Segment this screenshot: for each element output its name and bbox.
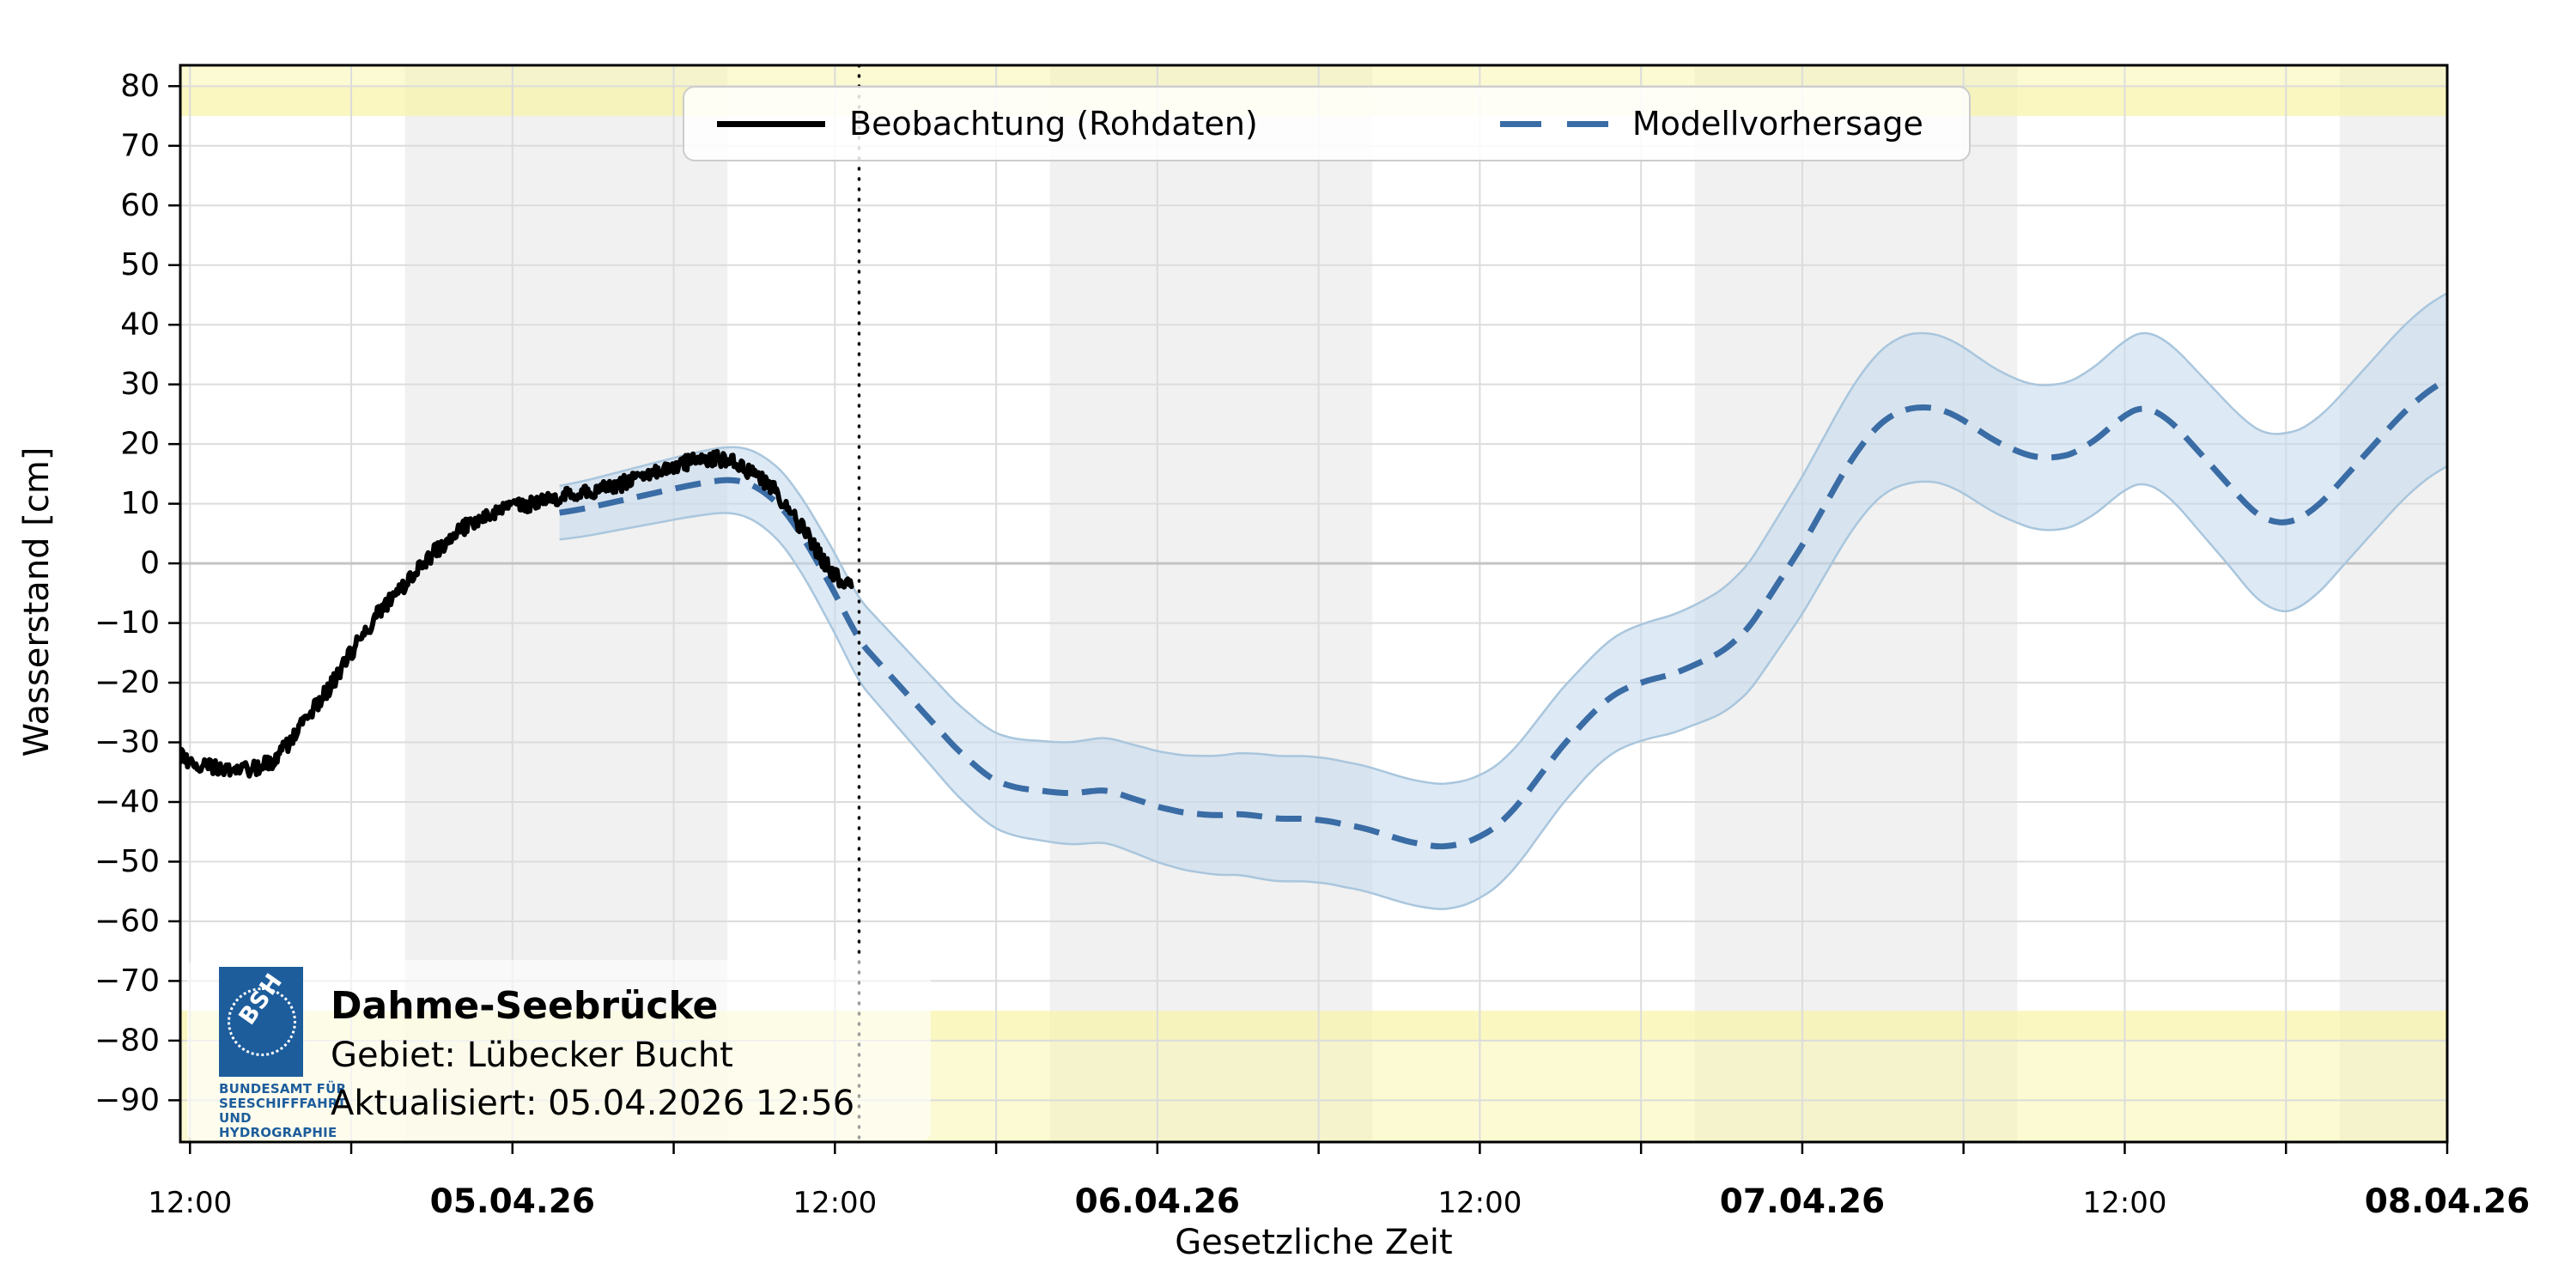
forecast-uncertainty-band [559,292,2447,910]
station-updated: Aktualisiert: 05.04.2026 12:56 [331,1084,855,1123]
y-tick-label: −30 [94,725,160,760]
x-tick-label: 12:00 [2082,1186,2166,1220]
y-tick-label: 70 [120,128,160,163]
y-tick-label: 50 [120,247,160,283]
station-area: Gebiet: Lübecker Bucht [331,1036,733,1075]
forecast-line [559,377,2447,850]
bsh-logo: BSH [219,967,303,1077]
y-tick-label: −90 [94,1083,160,1118]
bsh-logo-caption: BUNDESAMT FÜR SEESCHIFFFAHRT UND HYDROGR… [219,1082,425,1140]
x-tick-label: 12:00 [1437,1186,1522,1220]
y-tick-label: −60 [94,903,160,939]
x-tick-label: 06.04.26 [1075,1182,1240,1221]
forecast-line-sample-icon [1499,120,1608,127]
night-band [2339,65,2447,1142]
y-tick-label: −80 [94,1023,160,1058]
axis-ticks-and-labels: −90 −80 −70 −60 −50 −40 −30 −20 −10 0 10 20 30 40 50 60… [94,69,2530,1221]
band-fill [559,293,2447,909]
y-tick-label: 10 [120,486,160,521]
y-tick-label: −70 [94,963,160,999]
legend-label-observation: Beobachtung (Rohdaten) [849,105,1258,143]
band-upper-edge [559,292,2447,786]
x-tick-label: 05.04.26 [430,1182,595,1221]
x-tick-label: 08.04.26 [2365,1182,2530,1221]
y-tick-label: 30 [120,367,160,402]
y-tick-label: −40 [94,785,160,820]
plot-border [179,64,2449,1144]
bsh-caption-line: UND [219,1110,252,1126]
station-name: Dahme-Seebrücke [331,984,719,1028]
y-tick-label: −20 [94,665,160,701]
legend-label-forecast: Modellvorhersage [1631,105,1923,143]
chart-legend: Beobachtung (Rohdaten) Modellvorhersage [683,86,1971,161]
y-tick-label: −50 [94,844,160,879]
station-info-box: BSH BUNDESAMT FÜR SEESCHIFFFAHRT UND HYD… [187,960,931,1140]
gridlines [180,65,2447,1142]
bsh-caption-line: HYDROGRAPHIE [219,1125,337,1140]
legend-item-forecast: Modellvorhersage [1499,105,1923,143]
y-tick-label: −10 [94,605,160,641]
band-lower-edge [559,465,2447,910]
y-tick-label: 20 [120,427,160,462]
observation-line [180,448,854,779]
bsh-caption-line: SEESCHIFFFAHRT [219,1096,347,1111]
legend-item-observation: Beobachtung (Rohdaten) [717,105,1258,143]
x-tick-label: 07.04.26 [1720,1182,1885,1221]
x-tick-label: 12:00 [793,1186,877,1220]
bsh-caption-line: BUNDESAMT FÜR [219,1081,347,1097]
y-tick-label: 80 [120,69,160,104]
observation-line-sample-icon [717,120,825,127]
y-tick-label: 60 [120,188,160,223]
y-tick-label: 0 [140,546,160,581]
y-tick-label: 40 [120,307,160,343]
x-axis-title: Gesetzliche Zeit [1175,1223,1453,1262]
bsh-logo-circle-icon [228,987,296,1056]
x-tick-label: 12:00 [148,1186,232,1220]
y-axis-title: Wasserstand [cm] [17,447,57,757]
